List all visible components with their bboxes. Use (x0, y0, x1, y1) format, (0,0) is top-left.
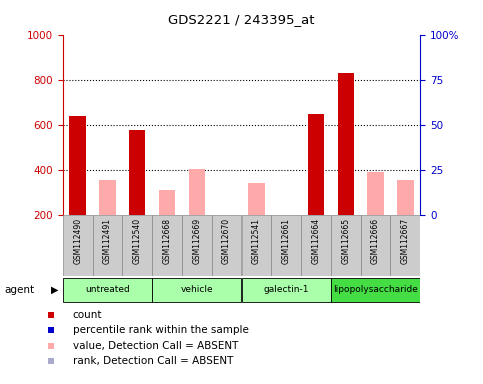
Text: lipopolysaccharide: lipopolysaccharide (333, 285, 418, 294)
Text: GSM112669: GSM112669 (192, 218, 201, 264)
Bar (182, 215, 212, 276)
Text: GSM112541: GSM112541 (252, 218, 261, 264)
Text: GSM112664: GSM112664 (312, 218, 320, 264)
Bar (301, 215, 331, 276)
Text: GSM112668: GSM112668 (163, 218, 171, 264)
Bar (242, 278, 331, 302)
Bar (271, 215, 301, 276)
Text: GDS2221 / 243395_at: GDS2221 / 243395_at (168, 13, 315, 26)
Text: percentile rank within the sample: percentile rank within the sample (72, 325, 249, 335)
Text: vehicle: vehicle (181, 285, 213, 294)
Text: GSM112490: GSM112490 (73, 218, 82, 264)
Bar (308, 114, 324, 215)
Bar (361, 215, 390, 276)
Bar (189, 169, 205, 215)
Bar (152, 215, 182, 276)
Text: ▶: ▶ (51, 285, 58, 295)
Text: value, Detection Call = ABSENT: value, Detection Call = ABSENT (72, 341, 238, 351)
Bar (397, 180, 413, 215)
Bar (248, 184, 265, 215)
Bar (212, 215, 242, 276)
Bar (159, 190, 175, 215)
Bar (368, 172, 384, 215)
Text: agent: agent (5, 285, 35, 295)
Text: untreated: untreated (85, 285, 130, 294)
Text: GSM112665: GSM112665 (341, 218, 350, 264)
Text: galectin-1: galectin-1 (263, 285, 309, 294)
Text: count: count (72, 310, 102, 320)
Bar (63, 215, 93, 276)
Text: GSM112491: GSM112491 (103, 218, 112, 264)
Bar (129, 131, 145, 215)
Bar (63, 278, 152, 302)
Bar (99, 180, 115, 215)
Bar (70, 116, 86, 215)
Text: GSM112670: GSM112670 (222, 218, 231, 264)
Text: rank, Detection Call = ABSENT: rank, Detection Call = ABSENT (72, 356, 233, 366)
Bar (242, 215, 271, 276)
Text: GSM112666: GSM112666 (371, 218, 380, 264)
Text: GSM112540: GSM112540 (133, 218, 142, 264)
Bar (331, 215, 361, 276)
Bar (93, 215, 122, 276)
Bar (331, 278, 420, 302)
Text: GSM112667: GSM112667 (401, 218, 410, 264)
Bar (152, 278, 242, 302)
Text: GSM112661: GSM112661 (282, 218, 291, 264)
Bar (338, 73, 354, 215)
Bar (390, 215, 420, 276)
Bar (122, 215, 152, 276)
